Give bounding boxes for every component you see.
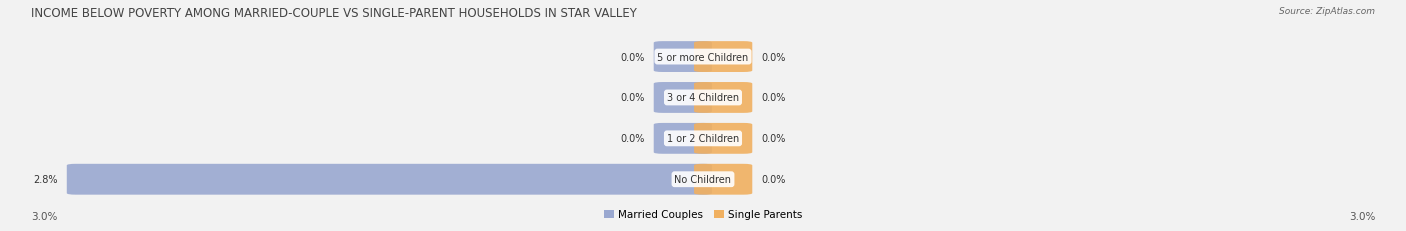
FancyBboxPatch shape	[654, 83, 711, 113]
FancyBboxPatch shape	[695, 164, 752, 195]
Text: 2.8%: 2.8%	[34, 174, 58, 184]
Text: No Children: No Children	[675, 174, 731, 184]
Text: 1 or 2 Children: 1 or 2 Children	[666, 134, 740, 144]
Text: Source: ZipAtlas.com: Source: ZipAtlas.com	[1279, 7, 1375, 16]
FancyBboxPatch shape	[695, 83, 752, 113]
Text: 0.0%: 0.0%	[620, 134, 645, 144]
Text: INCOME BELOW POVERTY AMONG MARRIED-COUPLE VS SINGLE-PARENT HOUSEHOLDS IN STAR VA: INCOME BELOW POVERTY AMONG MARRIED-COUPL…	[31, 7, 637, 20]
Text: 0.0%: 0.0%	[761, 174, 786, 184]
Text: 0.0%: 0.0%	[620, 52, 645, 62]
FancyBboxPatch shape	[654, 42, 711, 73]
Text: 0.0%: 0.0%	[761, 52, 786, 62]
Text: 3.0%: 3.0%	[31, 211, 58, 221]
FancyBboxPatch shape	[654, 123, 711, 154]
FancyBboxPatch shape	[695, 42, 752, 73]
Text: 3 or 4 Children: 3 or 4 Children	[666, 93, 740, 103]
Legend: Married Couples, Single Parents: Married Couples, Single Parents	[599, 205, 807, 224]
Text: 0.0%: 0.0%	[761, 93, 786, 103]
FancyBboxPatch shape	[66, 164, 711, 195]
FancyBboxPatch shape	[695, 123, 752, 154]
Text: 3.0%: 3.0%	[1348, 211, 1375, 221]
Text: 0.0%: 0.0%	[620, 93, 645, 103]
Text: 5 or more Children: 5 or more Children	[658, 52, 748, 62]
Text: 0.0%: 0.0%	[761, 134, 786, 144]
